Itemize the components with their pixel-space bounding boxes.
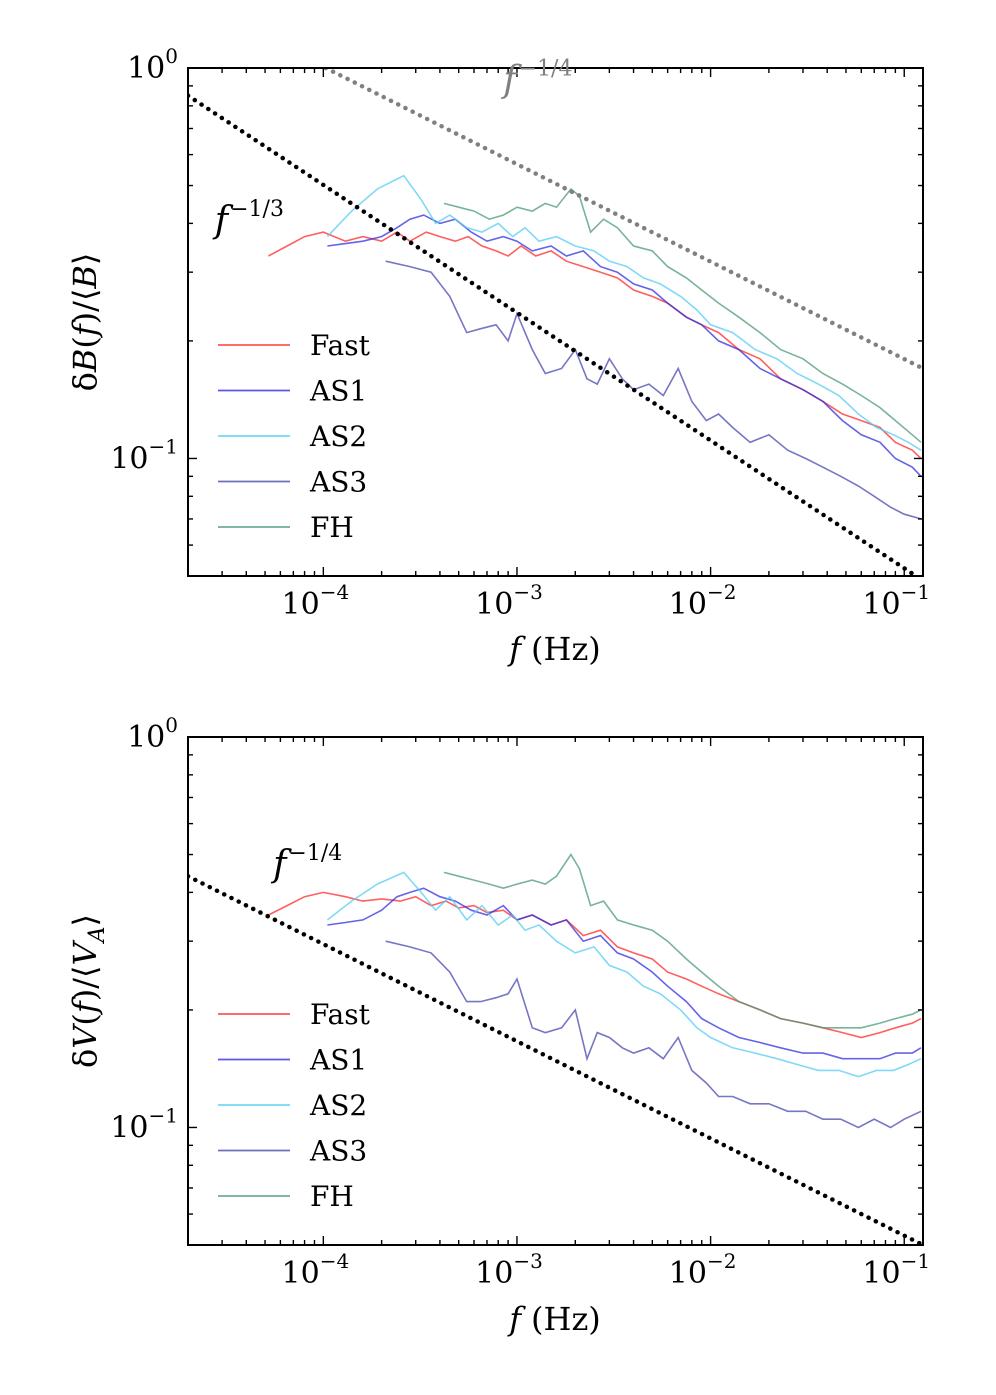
x-axis-label: f (Hz): [507, 1300, 601, 1338]
tick-marks: [187, 67, 923, 577]
tick-marks: [187, 736, 923, 1246]
legend-label-as1: AS1: [309, 1044, 367, 1077]
x-tick-label: 10−3: [475, 1249, 543, 1291]
y-axis-label: δV(f)/⟨VA⟩: [66, 914, 110, 1068]
series-line-as2: [326, 174, 922, 451]
legend-label-as1: AS1: [309, 375, 367, 408]
series-line-fh: [443, 853, 922, 1029]
x-tick-label: 10−4: [282, 580, 350, 622]
annotation-1: f−1/4: [500, 57, 572, 101]
annotation-2: f−1/3: [212, 197, 284, 241]
series-line-as1: [327, 887, 922, 1060]
legend-label-fast: Fast: [310, 998, 371, 1031]
annotation-1: f−1/4: [270, 841, 342, 885]
legend-label-fast: Fast: [310, 329, 371, 362]
reference-line-1: [323, 68, 923, 371]
reference-line-1: [188, 873, 923, 1245]
series-line-as2: [326, 871, 922, 1078]
plot-area: [188, 853, 923, 1245]
tick-labels: 10−4 10−3 10−2 10−1 100 10−1: [110, 44, 930, 622]
legend-label-fh: FH: [310, 1180, 354, 1213]
legend-label-as2: AS2: [309, 420, 367, 453]
y-tick-label: 100: [127, 44, 178, 86]
annotations: f−1/4: [270, 841, 342, 885]
y-tick-label: 10−1: [110, 434, 178, 476]
chart-panel-velocity: 10−4 10−3 10−2 10−1 100 10−1 f (Hz) δV(f)/⟨VA⟩…: [66, 713, 930, 1338]
legend-label-as3: AS3: [309, 1135, 367, 1168]
y-axis-label: δB(f)/⟨B⟩: [66, 253, 104, 392]
annotations: f−1/4 f−1/3: [212, 57, 573, 242]
plot-area: [188, 68, 923, 576]
legend-label-as3: AS3: [309, 466, 367, 499]
reference-line-2: [188, 93, 919, 576]
x-tick-label: 10−3: [475, 580, 543, 622]
series-line-as3: [385, 260, 922, 520]
series-line-fh: [443, 187, 922, 443]
legend: Fast AS1 AS2 AS3 FH: [218, 998, 371, 1213]
legend: Fast AS1 AS2 AS3 FH: [218, 329, 371, 544]
axes-frame: [187, 736, 924, 1246]
series-line-as1: [327, 214, 922, 477]
tick-labels: 10−4 10−3 10−2 10−1 100 10−1: [110, 713, 930, 1291]
axes-frame: [187, 67, 924, 577]
x-tick-label: 10−2: [669, 580, 737, 622]
series-line-as3: [385, 940, 922, 1129]
x-tick-label: 10−4: [282, 1249, 350, 1291]
x-tick-label: 10−1: [862, 1249, 930, 1291]
x-tick-label: 10−1: [862, 580, 930, 622]
x-axis-label: f (Hz): [507, 630, 601, 668]
y-tick-label: 100: [127, 713, 178, 755]
x-tick-label: 10−2: [669, 1249, 737, 1291]
y-tick-label: 10−1: [110, 1103, 178, 1145]
legend-label-as2: AS2: [309, 1089, 367, 1122]
legend-label-fh: FH: [310, 511, 354, 544]
